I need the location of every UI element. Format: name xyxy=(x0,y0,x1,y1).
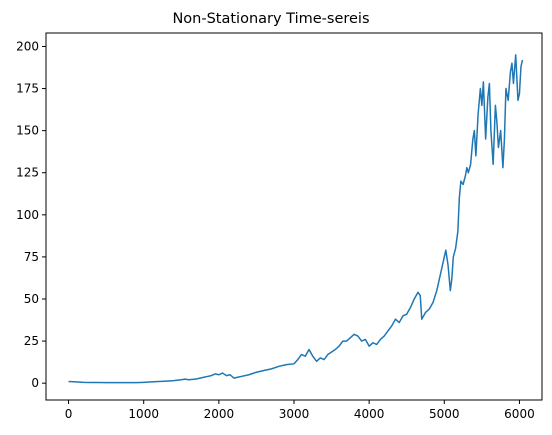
y-tick-label: 125 xyxy=(16,166,39,180)
x-tick-label: 0 xyxy=(65,407,73,421)
x-tick-label: 1000 xyxy=(128,407,159,421)
y-tick-label: 175 xyxy=(16,82,39,96)
y-tick-label: 25 xyxy=(24,334,39,348)
x-tick-label: 2000 xyxy=(204,407,235,421)
x-tick-label: 4000 xyxy=(354,407,385,421)
y-axis: 0 25 50 75 100 125 150 175 200 xyxy=(16,39,46,390)
plot-frame xyxy=(45,32,543,401)
y-tick-label: 75 xyxy=(24,250,39,264)
x-axis: 0 1000 2000 3000 4000 5000 6000 xyxy=(65,400,535,421)
series-line-0 xyxy=(68,54,524,384)
y-tick-label: 200 xyxy=(16,39,39,53)
y-tick-label: 50 xyxy=(24,292,39,306)
x-tick-label: 6000 xyxy=(504,407,535,421)
y-tick-label: 150 xyxy=(16,124,39,138)
y-tick-label: 100 xyxy=(16,208,39,222)
y-tick-label: 0 xyxy=(31,376,39,390)
x-tick-label: 3000 xyxy=(279,407,310,421)
chart-title: Non-Stationary Time-sereis xyxy=(172,11,369,27)
x-tick-label: 5000 xyxy=(429,407,460,421)
series-layer xyxy=(68,54,524,384)
